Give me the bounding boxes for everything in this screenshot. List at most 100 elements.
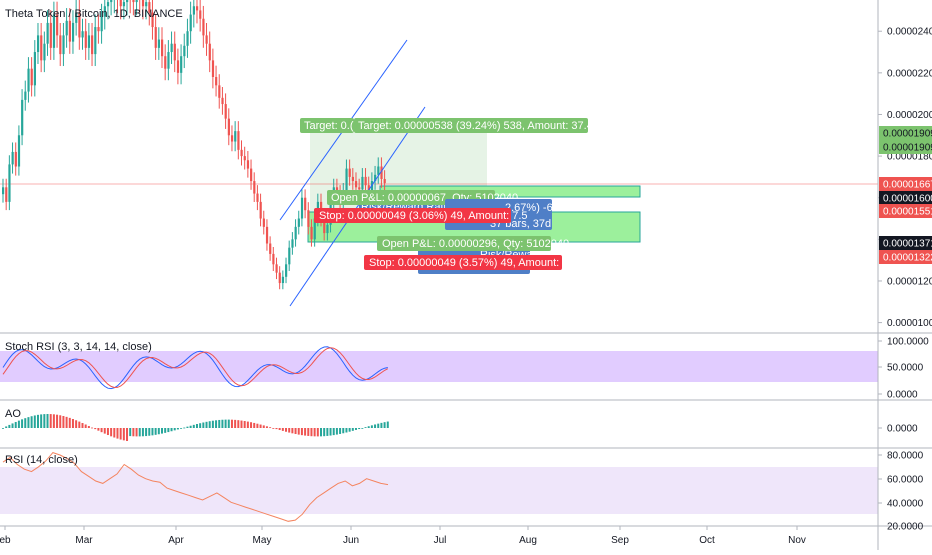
candle [71,10,75,54]
candle [269,236,272,261]
ao-bar [97,428,100,431]
price-tags: 0.00001909 0.00001909 0.00001667 0.00001600… [879,126,932,264]
candle [351,168,354,190]
ao-bar [256,423,259,428]
time-tick-label: May [253,535,272,546]
indicator-tick-label: 50.0000 [887,363,924,374]
candle [377,157,380,184]
ao-bar [161,428,163,434]
ao-bar [285,428,288,432]
ao-bar [370,425,373,428]
candle [78,0,81,50]
ao-label: AO [5,408,21,420]
candle [208,31,211,73]
annotation-target-short[interactable]: Target: 0.( [300,118,354,133]
time-tick-label: eb [0,535,11,546]
candle [94,14,97,67]
stoch-k-line [2,346,388,390]
candle [129,0,131,14]
time-tick-label: Jul [434,535,447,546]
ao-bar [221,419,224,428]
ao-bar [383,422,386,428]
candle [132,0,135,16]
candle [180,44,183,85]
candle [310,219,313,247]
candle [259,193,262,227]
ao-bar [345,428,348,433]
candle [135,0,138,16]
annotation-stop-1[interactable]: Stop: 0.00000049 (3.06%) 49, Amount: 7.5 [314,208,528,223]
ao-bar [351,428,354,431]
ao-bar [211,420,214,428]
ao-bar [380,422,383,428]
annotation-pnl-2[interactable]: Open P&L: 0.00000296, Qty: 5102040 [377,236,569,251]
candle [383,170,386,192]
ao-bar [30,416,33,428]
ao-bar [230,419,233,428]
time-tick-label: Jun [343,535,359,546]
candle [126,0,129,16]
candle [5,178,8,211]
ao-bar [176,428,179,430]
candle [27,57,30,103]
candle [294,219,297,247]
ao-bar [240,420,243,428]
candle [103,0,106,30]
indicator-axis[interactable]: 100.0000 50.0000 0.0000 0.0000 80.0000 60.000… [878,337,929,533]
ao-bar [183,427,186,429]
candle [304,189,307,219]
ao-bar [326,428,329,436]
candle [202,5,205,48]
ao-bar [5,426,8,428]
ao-bar [8,424,11,428]
ao-bar [313,428,316,437]
candle [189,1,192,44]
rsi-line [2,452,389,522]
candle [265,219,269,251]
candle [106,0,110,20]
ao-bar [332,428,335,436]
ao-bar [374,424,377,428]
ao-bar [342,428,345,434]
ao-bar [329,428,332,436]
rsi-band [0,467,878,514]
ao-bar [246,421,249,428]
ao-bar [113,428,116,438]
candle [246,150,250,178]
ao-bar [24,418,27,428]
indicator-bands [0,351,878,514]
ao-bar [348,428,351,432]
candle [205,22,208,56]
ao-bar [180,428,183,429]
ao-bar [62,415,65,428]
ao-bar [122,428,125,441]
ao-bar [259,424,262,428]
indicator-tick-label: 0.0000 [887,390,918,401]
ao-bar [103,428,106,434]
candle [281,270,285,290]
indicator-tick-label: 100.0000 [887,337,929,348]
candle [221,86,224,115]
time-axis[interactable]: eb Mar Apr May Jun Jul Aug Sep Oct Nov [0,526,806,546]
annotation-stop-2[interactable]: Stop: 0.00000049 (3.57%) 49, Amount: 7.5 [364,255,578,270]
candle [300,189,304,227]
candle [113,0,115,14]
ao-bar [11,423,14,428]
channel-lower[interactable] [289,106,426,307]
ao-bar [364,427,367,428]
svg-text:0.00001371: 0.00001371 [883,239,932,250]
annotation-target[interactable]: Target: 0.00000538 (39.24%) 538, Amount:… [354,118,599,133]
stoch-label: Stoch RSI (3, 3, 14, 14, close) [5,341,152,353]
ao-bar [132,428,135,437]
ao-bar [81,423,84,428]
ao-bar [46,414,49,428]
annotations[interactable]: Target: 0.00000538 (39.24%) 538, Amount:… [300,118,605,274]
ao-bar [262,425,265,428]
ao-bar [141,428,144,437]
ao-bar [27,417,30,428]
ao-bar [106,428,109,436]
